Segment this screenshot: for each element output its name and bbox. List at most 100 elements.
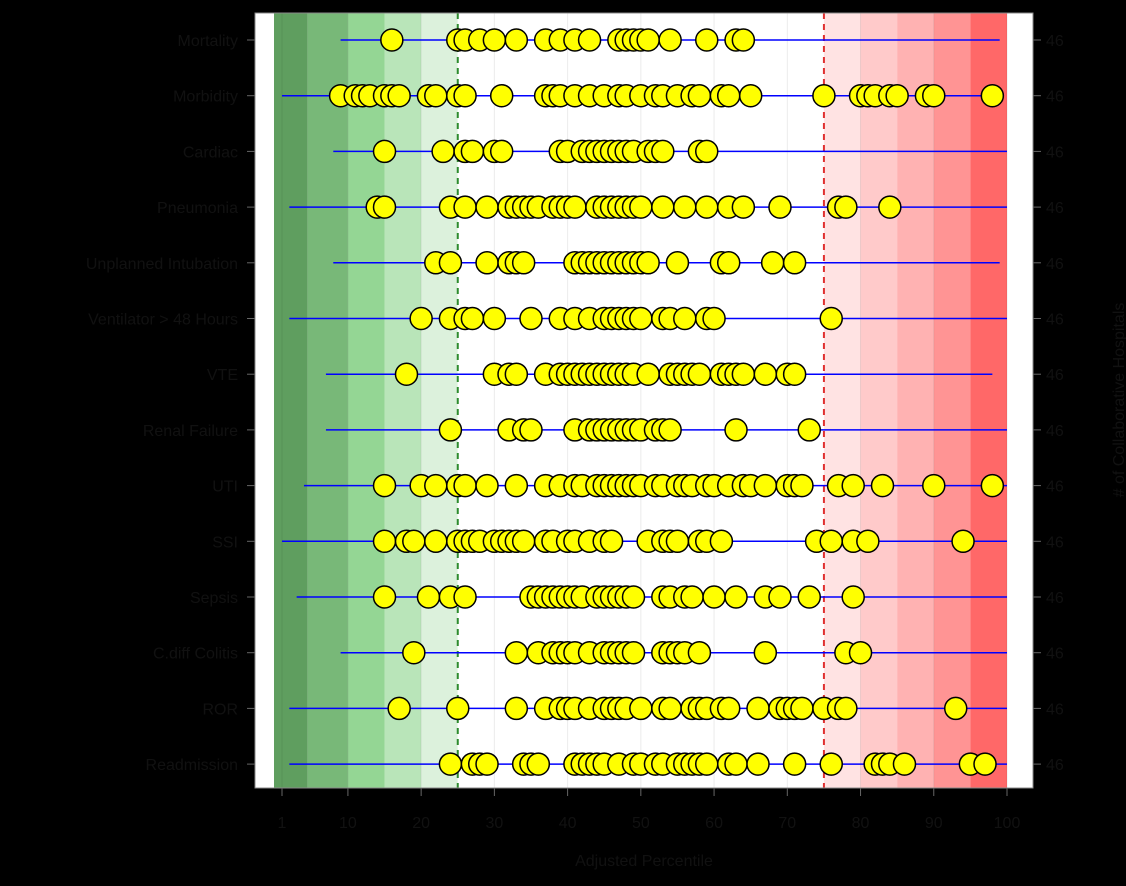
data-point: [694, 139, 719, 164]
x-tick-label: 100: [994, 815, 1021, 832]
data-point: [482, 306, 507, 331]
data-point: [943, 696, 968, 721]
background-band-3: [384, 13, 422, 788]
data-point: [489, 83, 514, 108]
data-point: [694, 28, 719, 52]
data-point: [387, 83, 411, 108]
data-point: [629, 195, 653, 219]
data-point: [680, 585, 704, 609]
data-point: [768, 195, 792, 219]
data-row: [340, 28, 1000, 52]
y-tick-label: Readmission: [146, 757, 238, 774]
data-point: [665, 529, 690, 554]
data-point: [673, 195, 697, 219]
data-point: [438, 418, 463, 442]
data-point: [511, 529, 536, 554]
data-point: [636, 362, 660, 386]
data-point: [438, 251, 463, 275]
x-tick-label: 30: [485, 815, 503, 832]
data-point: [409, 306, 433, 331]
hospital-count-label: 46: [1046, 534, 1064, 551]
data-point: [782, 251, 807, 275]
data-point: [687, 362, 712, 386]
hospital-count-label: 46: [1046, 89, 1064, 106]
y-tick-label: ROR: [202, 701, 238, 718]
x-tick-label: 40: [559, 815, 577, 832]
data-point: [438, 752, 463, 776]
data-point: [629, 306, 653, 331]
x-tick-label: 1: [278, 815, 287, 832]
data-point: [790, 696, 814, 721]
data-row: [303, 473, 1007, 498]
y-tick-label: Renal Failure: [143, 423, 238, 440]
data-point: [599, 529, 624, 554]
data-row: [296, 585, 1007, 609]
data-point: [687, 83, 712, 108]
x-tick-label: 20: [412, 815, 430, 832]
data-point: [724, 418, 748, 442]
data-point: [380, 28, 404, 52]
hospital-count-label: 46: [1046, 256, 1064, 273]
x-tick-label: 80: [852, 815, 870, 832]
data-point: [665, 251, 690, 275]
background-band-1: [307, 13, 348, 788]
data-point: [563, 195, 587, 219]
data-point: [797, 418, 822, 442]
data-point: [922, 83, 946, 108]
data-row: [289, 306, 1007, 331]
data-point: [489, 139, 514, 164]
data-point: [716, 83, 741, 108]
data-point: [658, 418, 682, 442]
data-point: [658, 28, 682, 52]
data-point: [504, 640, 529, 665]
data-point: [475, 752, 499, 776]
hospital-count-label: 46: [1046, 590, 1064, 607]
data-point: [834, 696, 858, 721]
plot-frame: [254, 12, 1034, 789]
data-row: [282, 83, 1005, 108]
data-point: [475, 473, 499, 498]
data-point: [782, 752, 807, 776]
data-point: [394, 362, 419, 386]
hospital-count-label: 46: [1046, 423, 1064, 440]
reference-lines: [456, 13, 825, 788]
y-tick-label: Ventilator > 48 Hours: [88, 312, 238, 329]
data-point: [716, 251, 741, 275]
data-point: [482, 28, 507, 52]
data-point: [951, 529, 975, 554]
hospital-count-label: 46: [1046, 757, 1064, 774]
data-point: [731, 195, 756, 219]
data-row: [282, 529, 1007, 554]
y-tick-label: Sepsis: [190, 590, 238, 607]
data-point: [731, 362, 756, 386]
hospital-count-label: 46: [1046, 646, 1064, 663]
data-point: [716, 696, 741, 721]
data-point: [511, 251, 536, 275]
y-tick-label: Morbidity: [173, 89, 238, 106]
data-point: [424, 83, 448, 108]
data-point: [636, 251, 660, 275]
data-point: [651, 195, 675, 219]
data-point: [797, 585, 822, 609]
data-row: [289, 696, 1007, 721]
hospital-count-label: 46: [1046, 144, 1064, 161]
y-tick-label: VTE: [207, 367, 238, 384]
x-tick-label: 10: [339, 815, 357, 832]
data-point: [446, 696, 470, 721]
data-point: [475, 251, 499, 275]
background-band-2: [347, 13, 385, 788]
data-point: [841, 473, 865, 498]
data-point: [504, 696, 529, 721]
data-point: [424, 473, 448, 498]
data-row: [333, 139, 1007, 164]
hospital-count-label: 46: [1046, 33, 1064, 50]
data-point: [856, 529, 880, 554]
data-row: [325, 362, 993, 386]
hospital-count-label: 46: [1046, 200, 1064, 217]
data-point: [526, 752, 551, 776]
data-point: [702, 306, 726, 331]
data-point: [629, 696, 653, 721]
x-tick-label: 70: [778, 815, 796, 832]
data-point: [694, 195, 719, 219]
data-point: [980, 83, 1005, 108]
